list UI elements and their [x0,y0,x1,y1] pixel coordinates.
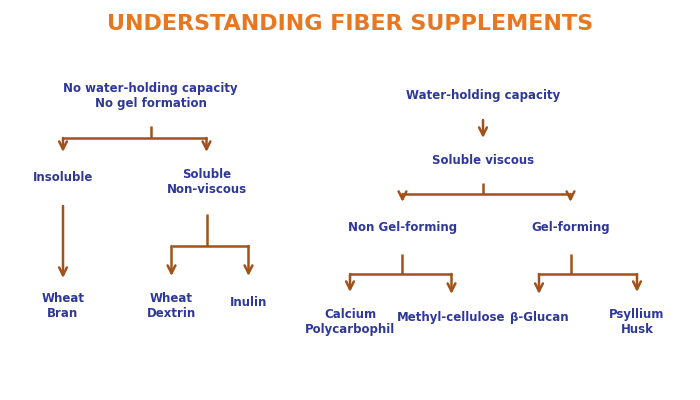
Text: UNDERSTANDING FIBER SUPPLEMENTS: UNDERSTANDING FIBER SUPPLEMENTS [107,14,593,34]
Text: Insoluble: Insoluble [33,172,93,184]
Text: Psyllium
Husk: Psyllium Husk [609,308,665,336]
Text: Inulin: Inulin [230,296,267,308]
Text: Gel-forming: Gel-forming [531,222,610,234]
Text: Calcium
Polycarbophil: Calcium Polycarbophil [305,308,395,336]
Text: Non Gel-forming: Non Gel-forming [348,222,457,234]
Text: β-Glucan: β-Glucan [510,312,568,324]
Text: Soluble
Non-viscous: Soluble Non-viscous [167,168,246,196]
Text: Soluble viscous: Soluble viscous [432,154,534,166]
Text: Water-holding capacity: Water-holding capacity [406,90,560,102]
Text: Wheat
Dextrin: Wheat Dextrin [147,292,196,320]
Text: No water-holding capacity
No gel formation: No water-holding capacity No gel formati… [63,82,238,110]
Text: Wheat
Bran: Wheat Bran [41,292,85,320]
Text: Methyl-cellulose: Methyl-cellulose [398,312,505,324]
